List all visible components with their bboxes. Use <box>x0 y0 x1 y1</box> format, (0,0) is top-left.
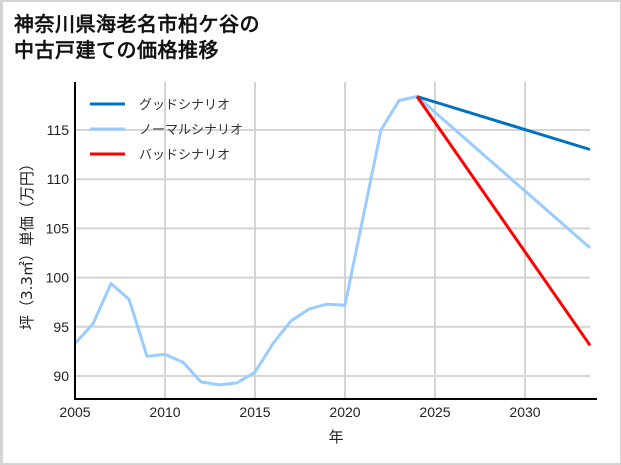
grid-lines <box>75 82 590 399</box>
legend-label: バッドシナリオ <box>139 148 230 163</box>
y-tick-label: 100 <box>46 270 70 286</box>
y-axis-label: 坪（3.3㎡）単価（万円） <box>18 156 36 330</box>
series-line <box>416 95 591 151</box>
y-tick-label: 115 <box>47 122 70 138</box>
x-tick-label: 2005 <box>59 404 90 420</box>
x-tick-label: 2030 <box>509 404 540 420</box>
x-tick-label: 2015 <box>239 404 270 420</box>
y-tick-label: 110 <box>47 171 70 187</box>
chart-title: 神奈川県海老名市柏ケ谷の 中古戸建ての価格推移 <box>14 12 260 62</box>
y-tick-labels: 90 95 100 105 110 115 <box>46 122 70 384</box>
legend-label: グッドシナリオ <box>139 98 230 113</box>
x-tick-label: 2010 <box>149 404 180 420</box>
axes <box>74 82 597 400</box>
series-line <box>415 95 592 347</box>
x-axis-label: 年 <box>328 428 343 446</box>
x-tick-label: 2025 <box>419 404 450 420</box>
y-tick-label: 90 <box>53 368 69 384</box>
x-tick-label: 2020 <box>329 404 360 420</box>
series-lines <box>73 95 592 387</box>
series-line <box>73 95 591 387</box>
x-tick-labels: 2005 2010 2015 2020 2025 2030 <box>59 404 540 420</box>
y-tick-label: 95 <box>53 319 69 335</box>
y-tick-label: 105 <box>46 220 70 236</box>
legend-label: ノーマルシナリオ <box>139 123 243 138</box>
